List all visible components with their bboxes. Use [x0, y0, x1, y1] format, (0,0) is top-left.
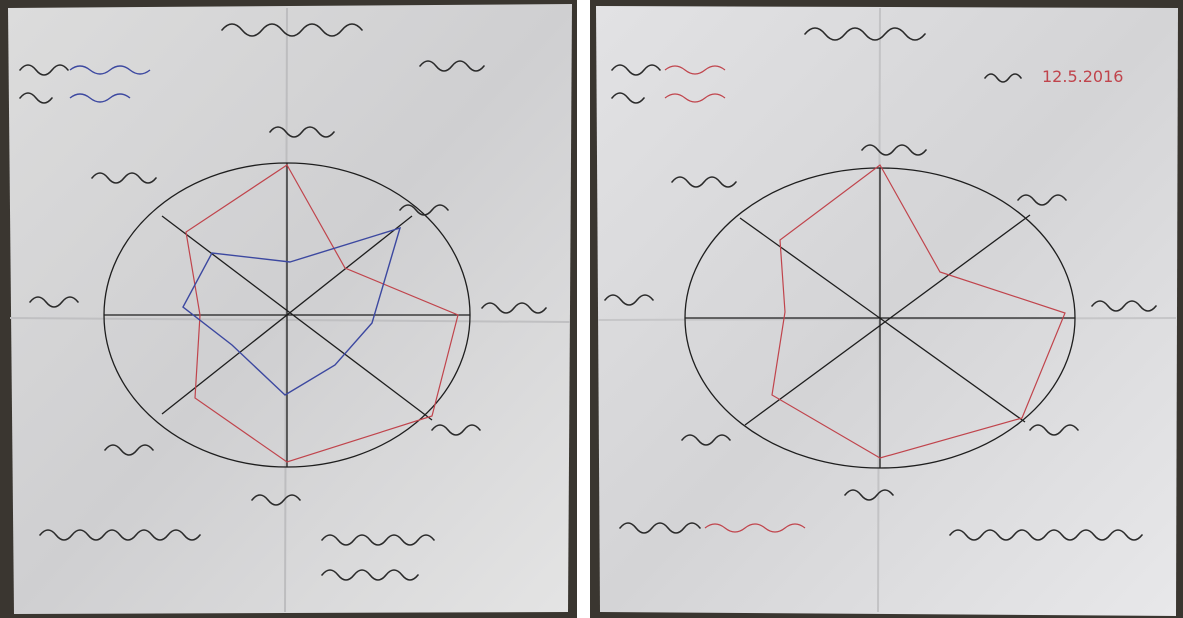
right-sheet: 12.5.2016 — [590, 0, 1183, 618]
left-sheet — [0, 0, 577, 618]
date-text: 12.5.2016 — [1042, 67, 1123, 86]
